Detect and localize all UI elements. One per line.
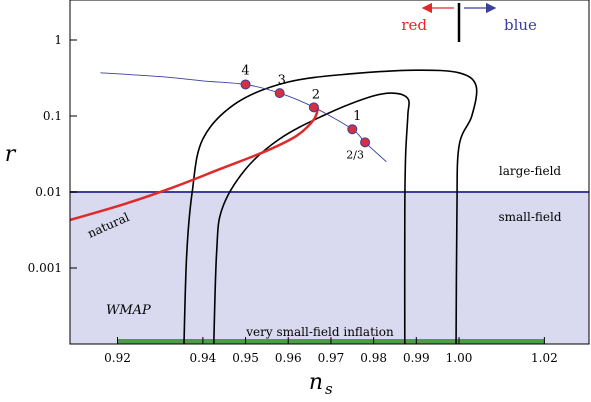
power-law-point xyxy=(360,137,371,148)
power-law-point-label: 3 xyxy=(278,73,286,88)
small-field-label: small-field xyxy=(498,210,561,224)
x-tick-label: 0.96 xyxy=(275,351,302,365)
axis-ticks: 0.92 0.94 0.95 0.96 0.97 0.98 0.99 1.00 1.02 1 0.1… xyxy=(28,33,558,365)
y-tick-label: 1 xyxy=(54,33,62,47)
power-law-point xyxy=(308,102,319,113)
series-line-natural xyxy=(70,106,320,222)
blue-label: blue xyxy=(504,16,537,34)
y-tick-label: 0.01 xyxy=(35,185,62,199)
x-tick-label: 1.00 xyxy=(446,351,473,365)
x-tick-label: 0.99 xyxy=(403,351,430,365)
wmap-label: WMAP xyxy=(106,303,151,318)
red-label: red xyxy=(401,16,427,34)
x-axis-label: n xyxy=(309,370,323,395)
y-tick-label: 0.001 xyxy=(28,261,62,275)
power-law-point-label: 4 xyxy=(241,63,249,78)
large-field-label: large-field xyxy=(499,164,562,178)
plot-frame xyxy=(69,0,590,345)
x-tick-label: 0.94 xyxy=(190,351,217,365)
power-law-points: 4 3 2 1 2/3 xyxy=(240,63,371,161)
power-law-point xyxy=(347,124,358,135)
power-law-point-label: 2 xyxy=(312,87,320,102)
small-field-area xyxy=(70,192,589,344)
wmap-contours xyxy=(183,69,478,344)
y-axis-label: r xyxy=(5,142,17,167)
power-law-point xyxy=(240,79,251,90)
x-tick-label: 0.98 xyxy=(360,351,387,365)
x-tick-label: 0.97 xyxy=(318,351,345,365)
wmap-contour-inner xyxy=(213,92,410,344)
power-law-point xyxy=(274,88,285,99)
x-tick-label: 0.95 xyxy=(232,351,259,365)
power-law-point-label: 1 xyxy=(353,109,361,124)
y-tick-label: 0.1 xyxy=(43,109,62,123)
very-small-field-label: very small-field inflation xyxy=(245,325,394,339)
x-tick-label: 1.02 xyxy=(531,351,558,365)
power-law-point-label: 2/3 xyxy=(346,148,364,161)
x-axis-label-subscript: s xyxy=(325,380,333,398)
x-tick-label: 0.92 xyxy=(104,351,131,365)
wmap-contour-outer xyxy=(183,69,478,344)
